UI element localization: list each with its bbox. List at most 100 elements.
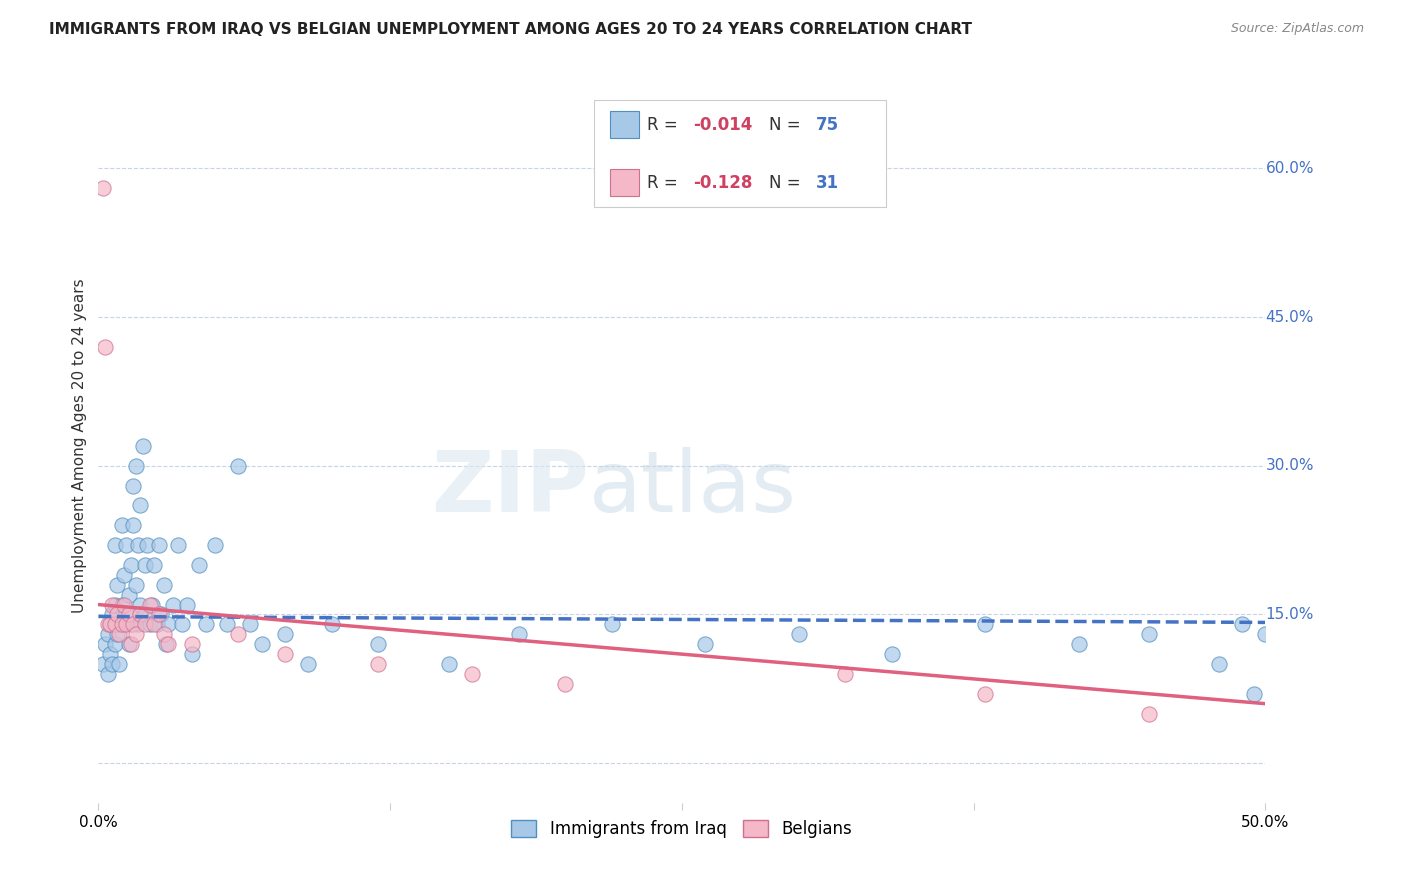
Point [104,538,127,552]
Text: 15.0%: 15.0% [1265,607,1313,622]
Point [461,667,484,681]
Text: R =: R = [647,116,683,134]
Point [91,657,114,671]
Point [367,637,389,651]
Text: 60.0%: 60.0% [1265,161,1313,176]
Point [143,617,166,632]
Point [1243,687,1265,701]
Point [112,567,135,582]
Point [367,657,389,671]
Point [1230,617,1253,632]
Point [105,578,128,592]
Text: N =: N = [769,116,806,134]
Point [101,657,124,671]
FancyBboxPatch shape [595,100,886,207]
Point [120,558,142,572]
Point [143,558,166,572]
Text: 30.0%: 30.0% [1265,458,1313,474]
Point [122,478,145,492]
Point [125,627,148,641]
Point [118,588,141,602]
Point [150,607,173,622]
Point [274,647,297,661]
Point [148,538,170,552]
Point [180,647,202,661]
Point [880,647,903,661]
Point [127,538,149,552]
Text: 75: 75 [815,116,839,134]
Point [98,617,121,632]
Point [97,667,120,681]
Point [118,637,141,651]
FancyBboxPatch shape [610,169,638,196]
Point [105,607,128,622]
Point [97,617,120,632]
Text: atlas: atlas [589,447,797,531]
Point [180,637,202,651]
Point [155,637,177,651]
Point [134,558,156,572]
Legend: Immigrants from Iraq, Belgians: Immigrants from Iraq, Belgians [505,813,859,845]
Point [104,617,127,632]
Text: ZIP: ZIP [430,447,589,531]
Point [228,627,250,641]
Point [105,627,128,641]
Point [274,627,297,641]
Point [134,607,156,622]
Point [554,677,576,691]
Point [115,617,138,632]
Point [152,578,174,592]
Point [127,617,149,632]
Point [215,617,238,632]
Point [974,687,997,701]
Point [111,518,134,533]
Point [187,558,209,572]
Point [787,627,810,641]
Point [122,617,145,632]
Text: -0.128: -0.128 [693,175,754,193]
Point [122,518,145,533]
Point [176,598,198,612]
Point [104,598,127,612]
Point [695,637,717,651]
Point [162,598,184,612]
Point [139,617,162,632]
Point [94,340,117,354]
Point [166,538,188,552]
Point [111,617,134,632]
Point [97,627,120,641]
Point [91,181,114,195]
Point [98,647,121,661]
Point [148,607,170,622]
Point [321,617,343,632]
Point [111,598,134,612]
FancyBboxPatch shape [610,111,638,137]
Point [437,657,460,671]
Point [98,617,121,632]
Point [101,598,124,612]
Point [146,617,169,632]
Point [1067,637,1090,651]
Point [172,617,194,632]
Point [118,607,141,622]
Point [129,499,152,513]
Point [139,598,162,612]
Point [152,627,174,641]
Point [112,617,135,632]
Point [134,617,156,632]
Text: IMMIGRANTS FROM IRAQ VS BELGIAN UNEMPLOYMENT AMONG AGES 20 TO 24 YEARS CORRELATI: IMMIGRANTS FROM IRAQ VS BELGIAN UNEMPLOY… [49,22,972,37]
Point [194,617,217,632]
Point [228,458,250,473]
Point [1208,657,1230,671]
Point [108,617,131,632]
Point [297,657,319,671]
Point [120,617,142,632]
Y-axis label: Unemployment Among Ages 20 to 24 years: Unemployment Among Ages 20 to 24 years [72,278,87,614]
Point [141,598,163,612]
Point [115,538,138,552]
Point [600,617,623,632]
Point [125,458,148,473]
Point [1137,627,1160,641]
Text: 45.0%: 45.0% [1265,310,1313,325]
Point [1254,627,1277,641]
